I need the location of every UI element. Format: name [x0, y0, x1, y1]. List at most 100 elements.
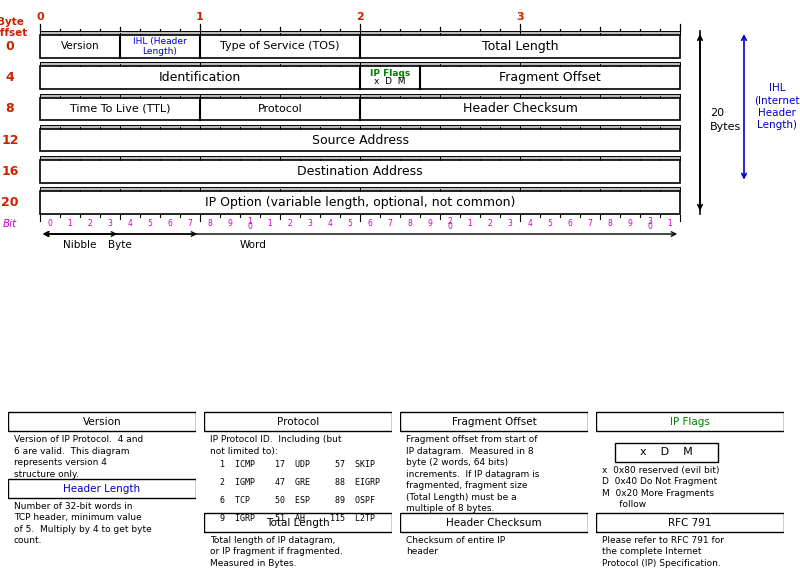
Text: 5: 5: [547, 219, 553, 228]
Text: 3: 3: [507, 219, 513, 228]
Bar: [204, 513, 392, 532]
Text: Please refer to RFC 791 for
the complete Internet
Protocol (IP) Specification.: Please refer to RFC 791 for the complete…: [602, 536, 724, 568]
Text: Source Address: Source Address: [311, 134, 409, 146]
Text: 7: 7: [187, 219, 193, 228]
Bar: [614, 443, 718, 462]
Bar: [400, 513, 588, 532]
Text: 20: 20: [710, 108, 724, 118]
Text: 4: 4: [6, 71, 14, 84]
Text: Word: Word: [240, 240, 267, 249]
Text: Version: Version: [82, 417, 122, 427]
Bar: [204, 412, 392, 431]
Text: Checksum of entire IP
header: Checksum of entire IP header: [406, 536, 505, 556]
Text: Fragment Offset: Fragment Offset: [499, 71, 601, 84]
Text: Total Length: Total Length: [266, 518, 330, 528]
Text: IP Option (variable length, optional, not common): IP Option (variable length, optional, no…: [205, 196, 515, 209]
Text: x  0x80 reserved (evil bit)
D  0x40 Do Not Fragment
M  0x20 More Fragments
     : x 0x80 reserved (evil bit) D 0x40 Do Not…: [602, 465, 719, 509]
Text: Protocol: Protocol: [277, 417, 319, 427]
Text: 6: 6: [567, 219, 573, 228]
Text: 4: 4: [127, 219, 133, 228]
Text: Bytes: Bytes: [710, 122, 742, 132]
Text: Header Checksum: Header Checksum: [462, 103, 578, 115]
Text: Nibble: Nibble: [63, 240, 97, 249]
Text: Protocol: Protocol: [258, 104, 302, 114]
Bar: [40, 191, 680, 214]
Bar: [40, 187, 680, 191]
Text: Header Length: Header Length: [63, 483, 141, 494]
Text: 16: 16: [2, 165, 18, 178]
Text: 0: 0: [47, 219, 53, 228]
Text: RFC 791: RFC 791: [668, 518, 712, 528]
Text: Fragment Offset: Fragment Offset: [452, 417, 536, 427]
Bar: [40, 62, 680, 66]
Text: Version: Version: [61, 41, 99, 51]
Text: 0: 0: [247, 222, 253, 231]
Text: 2  IGMP    47  GRE     88  EIGRP: 2 IGMP 47 GRE 88 EIGRP: [210, 478, 380, 487]
Text: Header Checksum: Header Checksum: [446, 518, 542, 528]
Text: 0: 0: [447, 222, 453, 231]
Text: 6: 6: [167, 219, 173, 228]
Bar: [40, 160, 680, 183]
Bar: [40, 156, 680, 160]
Text: x  D  M: x D M: [374, 77, 406, 86]
Text: 8: 8: [608, 219, 612, 228]
Text: 5: 5: [347, 219, 353, 228]
Text: Total Length: Total Length: [482, 40, 558, 53]
Bar: [40, 66, 680, 89]
Text: 2: 2: [288, 219, 292, 228]
Bar: [40, 94, 680, 98]
Text: Fragment offset from start of
IP datagram.  Measured in 8
byte (2 words, 64 bits: Fragment offset from start of IP datagra…: [406, 435, 539, 513]
Text: 9: 9: [227, 219, 233, 228]
Text: 1: 1: [268, 219, 272, 228]
Text: 2: 2: [356, 13, 364, 22]
Text: Bit: Bit: [3, 219, 17, 229]
Text: x    D    M: x D M: [640, 448, 693, 457]
Text: Type of Service (TOS): Type of Service (TOS): [220, 41, 340, 51]
Text: 3: 3: [307, 219, 313, 228]
Bar: [40, 129, 680, 151]
Bar: [40, 35, 680, 58]
Text: 6: 6: [367, 219, 373, 228]
Text: 5: 5: [147, 219, 153, 228]
Text: 4: 4: [527, 219, 533, 228]
Text: 9: 9: [627, 219, 633, 228]
Text: 7: 7: [587, 219, 593, 228]
Text: 3: 3: [647, 217, 653, 226]
Text: 0: 0: [36, 13, 44, 22]
Bar: [596, 513, 784, 532]
Text: 1: 1: [196, 13, 204, 22]
Text: 1: 1: [468, 219, 472, 228]
Text: Time To Live (TTL): Time To Live (TTL): [70, 104, 170, 114]
Text: 1  ICMP    17  UDP     57  SKIP: 1 ICMP 17 UDP 57 SKIP: [210, 460, 374, 469]
Text: 2: 2: [488, 219, 492, 228]
Text: 6  TCP     50  ESP     89  OSPF: 6 TCP 50 ESP 89 OSPF: [210, 496, 374, 505]
Text: Identification: Identification: [159, 71, 241, 84]
Bar: [40, 31, 680, 35]
Text: IP Flags: IP Flags: [670, 417, 710, 427]
Text: 9  IGRP    51  AH     115  L2TP: 9 IGRP 51 AH 115 L2TP: [210, 514, 374, 523]
Text: 8: 8: [6, 103, 14, 115]
Bar: [596, 412, 784, 431]
Text: 2: 2: [88, 219, 92, 228]
Text: Version of IP Protocol.  4 and
6 are valid.  This diagram
represents version 4
s: Version of IP Protocol. 4 and 6 are vali…: [14, 435, 143, 479]
Text: 8: 8: [408, 219, 412, 228]
Bar: [8, 412, 196, 431]
Text: 12: 12: [2, 134, 18, 146]
Text: 1: 1: [68, 219, 72, 228]
Bar: [40, 98, 680, 120]
Text: Destination Address: Destination Address: [297, 165, 423, 178]
Bar: [400, 412, 588, 431]
Text: 2: 2: [448, 217, 452, 226]
Text: 8: 8: [208, 219, 212, 228]
Text: 7: 7: [387, 219, 393, 228]
Text: 0: 0: [6, 40, 14, 53]
Text: 3: 3: [516, 13, 524, 22]
Bar: [40, 125, 680, 129]
Text: Byte: Byte: [108, 240, 132, 249]
Bar: [8, 479, 196, 498]
Text: IHL (Header
Length): IHL (Header Length): [133, 37, 187, 56]
Text: 3: 3: [107, 219, 113, 228]
Text: 4: 4: [327, 219, 333, 228]
Text: 1: 1: [248, 217, 252, 226]
Text: 0: 0: [647, 222, 653, 231]
